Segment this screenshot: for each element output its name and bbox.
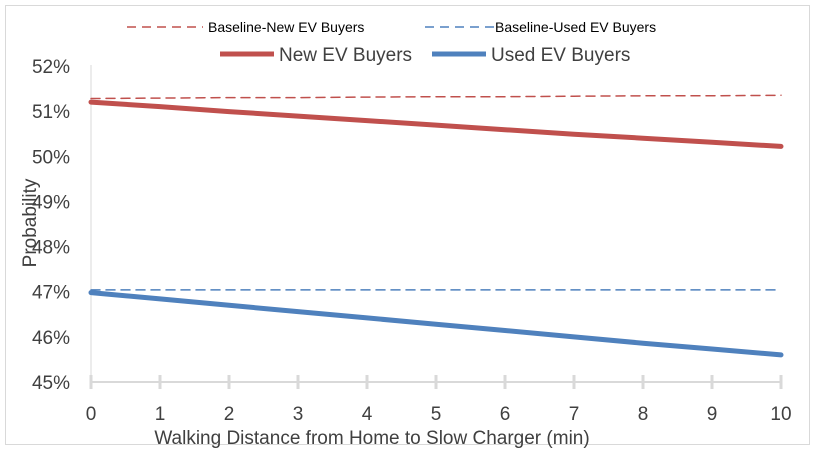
legend-label-baseline-used: Baseline-Used EV Buyers	[495, 19, 656, 35]
y-axis-title: Probability	[20, 178, 41, 267]
chart-frame	[5, 5, 810, 445]
x-tick-label: 2	[224, 404, 235, 425]
x-tick-label: 5	[431, 404, 442, 425]
y-tick-label: 50%	[32, 147, 70, 168]
y-tick-labels: 45% 46% 47% 48% 49% 50% 51% 52%	[32, 57, 70, 394]
y-tick-label: 45%	[32, 373, 70, 394]
x-tick-label: 6	[500, 404, 511, 425]
y-tick-label: 48%	[32, 238, 70, 259]
series-line-new-ev-buyers	[88, 99, 784, 149]
x-tick-labels: 0 1 2 3 4 5 6 7 8 9 10	[86, 404, 792, 425]
x-tick-label: 10	[770, 404, 791, 425]
x-tick-label: 4	[362, 404, 373, 425]
series-line-baseline-new-ev-buyers	[90, 94, 782, 100]
legend-label-baseline-new: Baseline-New EV Buyers	[208, 19, 364, 35]
x-tick-marks	[89, 375, 783, 389]
y-tick-label: 47%	[32, 283, 70, 304]
x-tick-label: 1	[155, 404, 166, 425]
y-tick-label: 49%	[32, 192, 70, 213]
y-tick-label: 52%	[32, 57, 70, 78]
y-tick-label: 51%	[32, 102, 70, 123]
series-line-used-ev-buyers	[88, 290, 784, 358]
legend-label-new: New EV Buyers	[279, 45, 412, 66]
x-tick-label: 9	[707, 404, 718, 425]
legend-label-used: Used EV Buyers	[491, 45, 630, 66]
x-tick-label: 0	[86, 404, 97, 425]
legend: Baseline-New EV Buyers Baseline-Used EV …	[127, 19, 656, 66]
x-axis-title: Walking Distance from Home to Slow Charg…	[154, 428, 589, 449]
x-tick-label: 3	[293, 404, 304, 425]
y-tick-label: 46%	[32, 328, 70, 349]
x-tick-label: 7	[569, 404, 580, 425]
x-tick-label: 8	[638, 404, 649, 425]
series-layer	[88, 94, 784, 358]
